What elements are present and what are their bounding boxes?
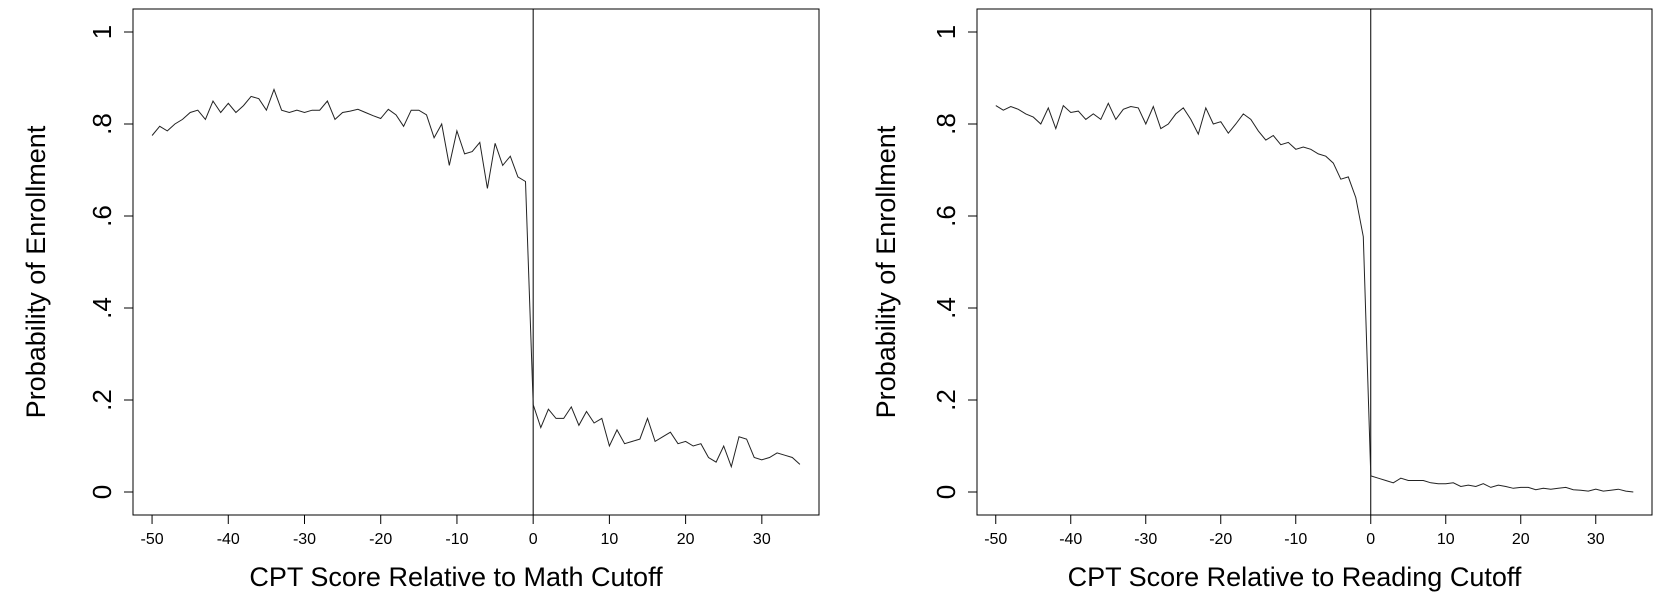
chart-panel-2: -50 -40 -30 -20 -10 0 10 20 30 0 .2 .4 .6 .8 1 CPT Scor… (871, 8, 1653, 592)
y-tick-label: .6 (87, 205, 117, 227)
y-tick-label: 0 (87, 485, 117, 499)
plot-frame (132, 8, 820, 516)
y-tick-label: 1 (87, 25, 117, 39)
plot-frame (976, 8, 1653, 516)
x-tick-label: 20 (677, 531, 695, 548)
x-tick-label: 10 (1437, 531, 1455, 548)
x-tick-label: -30 (1134, 531, 1157, 548)
x-tick-label: -30 (293, 531, 316, 548)
y-axis-label: Probability of Enrollment (21, 125, 51, 418)
y-tick-label: .8 (931, 113, 961, 135)
x-tick-label: -10 (1284, 531, 1307, 548)
x-tick-label: -40 (217, 531, 240, 548)
y-axis-label: Probability of Enrollment (871, 125, 901, 418)
x-tick-label: -50 (140, 531, 163, 548)
y-tick-label: .4 (87, 297, 117, 319)
y-tick-label: 0 (931, 485, 961, 499)
y-tick-label: .2 (87, 389, 117, 411)
y-tick-label: .4 (931, 297, 961, 319)
x-tick-label: 10 (600, 531, 618, 548)
series-line (995, 102, 1634, 493)
x-tick-label: -40 (1059, 531, 1082, 548)
x-tick-label: -20 (369, 531, 392, 548)
x-axis-label: CPT Score Relative to Math Cutoff (249, 562, 663, 592)
x-tick-label: -50 (984, 531, 1007, 548)
series-line (151, 88, 801, 469)
y-tick-label: .2 (931, 389, 961, 411)
x-axis-label: CPT Score Relative to Reading Cutoff (1068, 562, 1522, 592)
y-tick-label: .8 (87, 113, 117, 135)
x-tick-label: 0 (1366, 531, 1375, 548)
y-tick-label: 1 (931, 25, 961, 39)
x-tick-label: -10 (445, 531, 468, 548)
x-tick-label: 30 (753, 531, 771, 548)
x-tick-label: 0 (529, 531, 538, 548)
x-tick-label: 20 (1512, 531, 1530, 548)
x-tick-label: -20 (1209, 531, 1232, 548)
x-tick-label: 30 (1587, 531, 1605, 548)
y-tick-label: .6 (931, 205, 961, 227)
chart-panel-1: -50 -40 -30 -20 -10 0 10 20 30 0 .2 .4 .6 .8 1 CPT Scor… (21, 8, 820, 592)
